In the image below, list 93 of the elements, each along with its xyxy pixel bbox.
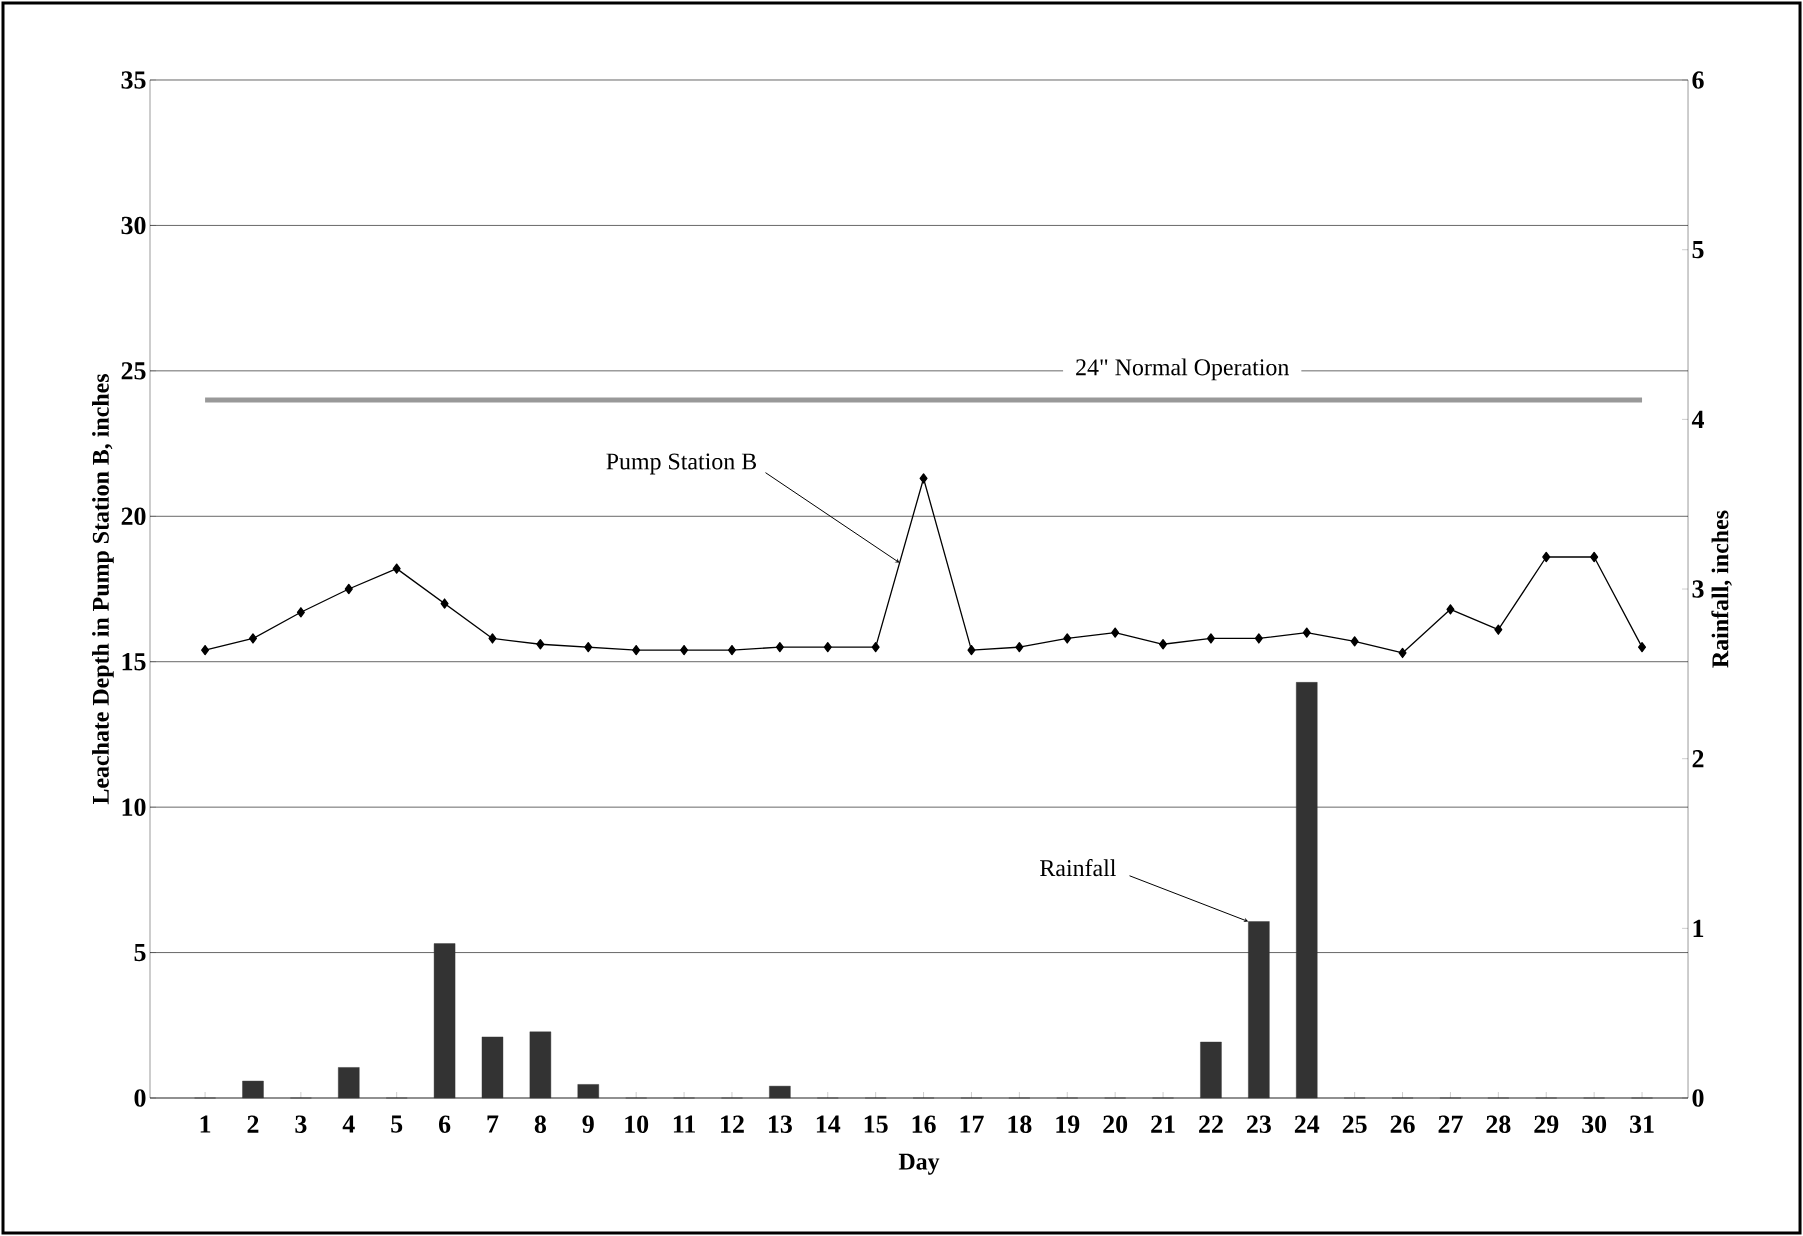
x-tick-label: 3 — [295, 1115, 307, 1133]
y2-tick-label: 1 — [1693, 919, 1704, 937]
x-tick-label: 10 — [625, 1115, 649, 1133]
x-tick-label: 30 — [1582, 1115, 1607, 1133]
x-tick-label: 18 — [1008, 1115, 1032, 1133]
x-tick-label: 13 — [768, 1115, 792, 1133]
point — [536, 639, 545, 650]
x-tick-label: 11 — [673, 1115, 695, 1133]
y-tick-label: 20 — [121, 507, 146, 526]
point — [775, 642, 784, 653]
point — [727, 644, 736, 656]
point — [1015, 642, 1024, 653]
point — [1302, 627, 1311, 638]
x-tick-label: 29 — [1534, 1115, 1559, 1133]
x-axis-title: Day — [898, 1153, 940, 1175]
y-tick-label: 35 — [121, 71, 146, 89]
point — [919, 473, 928, 484]
y2-tick-label: 3 — [1692, 580, 1704, 598]
y-tick-label: 30 — [121, 216, 146, 235]
y2-axis-title: Rainfall, inches — [1711, 510, 1732, 668]
point — [488, 633, 497, 644]
x-tick-label: 8 — [534, 1115, 546, 1133]
x-tick-label: 1 — [200, 1115, 211, 1133]
x-tick-label: 26 — [1390, 1115, 1415, 1133]
point — [967, 644, 976, 656]
point — [823, 642, 832, 653]
x-tick-label: 19 — [1056, 1115, 1080, 1133]
point — [440, 598, 449, 609]
point — [1206, 633, 1215, 644]
text: Rainfall — [1040, 859, 1116, 877]
point — [1350, 636, 1359, 647]
x-tick-label: 14 — [816, 1115, 841, 1133]
y2-tick-label: 5 — [1692, 241, 1704, 259]
point — [632, 644, 641, 656]
x-tick-label: 27 — [1438, 1115, 1463, 1133]
point — [1398, 647, 1407, 659]
x-tick-label: 12 — [721, 1115, 744, 1133]
y-tick-label: 5 — [134, 943, 146, 962]
point — [584, 642, 593, 653]
x-tick-label: 6 — [438, 1115, 451, 1133]
point — [344, 583, 353, 595]
point — [1446, 604, 1455, 615]
x-tick-label: 16 — [912, 1115, 936, 1133]
bar — [1248, 921, 1270, 1099]
ref-line-label: 24" Normal Operation — [1076, 358, 1289, 381]
x-tick-label: 24 — [1294, 1115, 1320, 1133]
x-tick-label: 31 — [1630, 1115, 1654, 1133]
x-tick-label: 4 — [342, 1115, 355, 1133]
bar — [1200, 1041, 1222, 1099]
x-tick-label: 21 — [1151, 1115, 1175, 1133]
x-tick-label: 15 — [864, 1115, 888, 1133]
x-tick-label: 20 — [1103, 1115, 1128, 1133]
bar — [481, 1036, 504, 1099]
point — [392, 563, 401, 574]
point — [680, 644, 689, 656]
y2-tick-label: 0 — [1692, 1089, 1704, 1107]
x-tick-label: 25 — [1342, 1115, 1367, 1133]
bar — [338, 1067, 360, 1099]
y-axis-title: Leachate Depth in Pump Station B, inches — [92, 374, 114, 805]
y-tick-label: 0 — [134, 1089, 146, 1107]
point — [296, 607, 305, 618]
y2-tick-label: 6 — [1692, 71, 1704, 89]
point — [1542, 551, 1551, 563]
x-tick-label: 17 — [960, 1115, 984, 1133]
point — [1590, 551, 1599, 563]
y-tick-label: 15 — [122, 653, 146, 671]
bar — [1296, 682, 1318, 1099]
x-tick-label: 2 — [247, 1115, 259, 1133]
point — [1063, 633, 1072, 644]
bar — [433, 943, 456, 1099]
point — [1638, 642, 1647, 653]
x-tick-label: 28 — [1486, 1115, 1511, 1133]
bar — [529, 1031, 552, 1099]
point — [1111, 627, 1120, 638]
point — [248, 633, 258, 644]
text: Pump Station B — [606, 453, 756, 475]
x-tick-label: 9 — [582, 1115, 594, 1133]
x-tick-label: 23 — [1246, 1115, 1271, 1133]
bar — [242, 1080, 264, 1099]
x-tick-label: 22 — [1199, 1115, 1223, 1133]
point — [1494, 624, 1503, 635]
y2-tick-label: 2 — [1692, 750, 1704, 768]
y2-tick-label: 4 — [1691, 410, 1705, 428]
x-tick-label: 7 — [487, 1115, 499, 1133]
point — [871, 642, 880, 653]
bar — [769, 1085, 791, 1099]
y-tick-label: 10 — [122, 798, 146, 816]
x-tick-label: 5 — [391, 1115, 403, 1133]
y-tick-label: 25 — [121, 362, 146, 380]
bar — [577, 1084, 599, 1099]
point — [201, 644, 210, 656]
point — [1159, 639, 1168, 650]
point — [1254, 633, 1263, 644]
